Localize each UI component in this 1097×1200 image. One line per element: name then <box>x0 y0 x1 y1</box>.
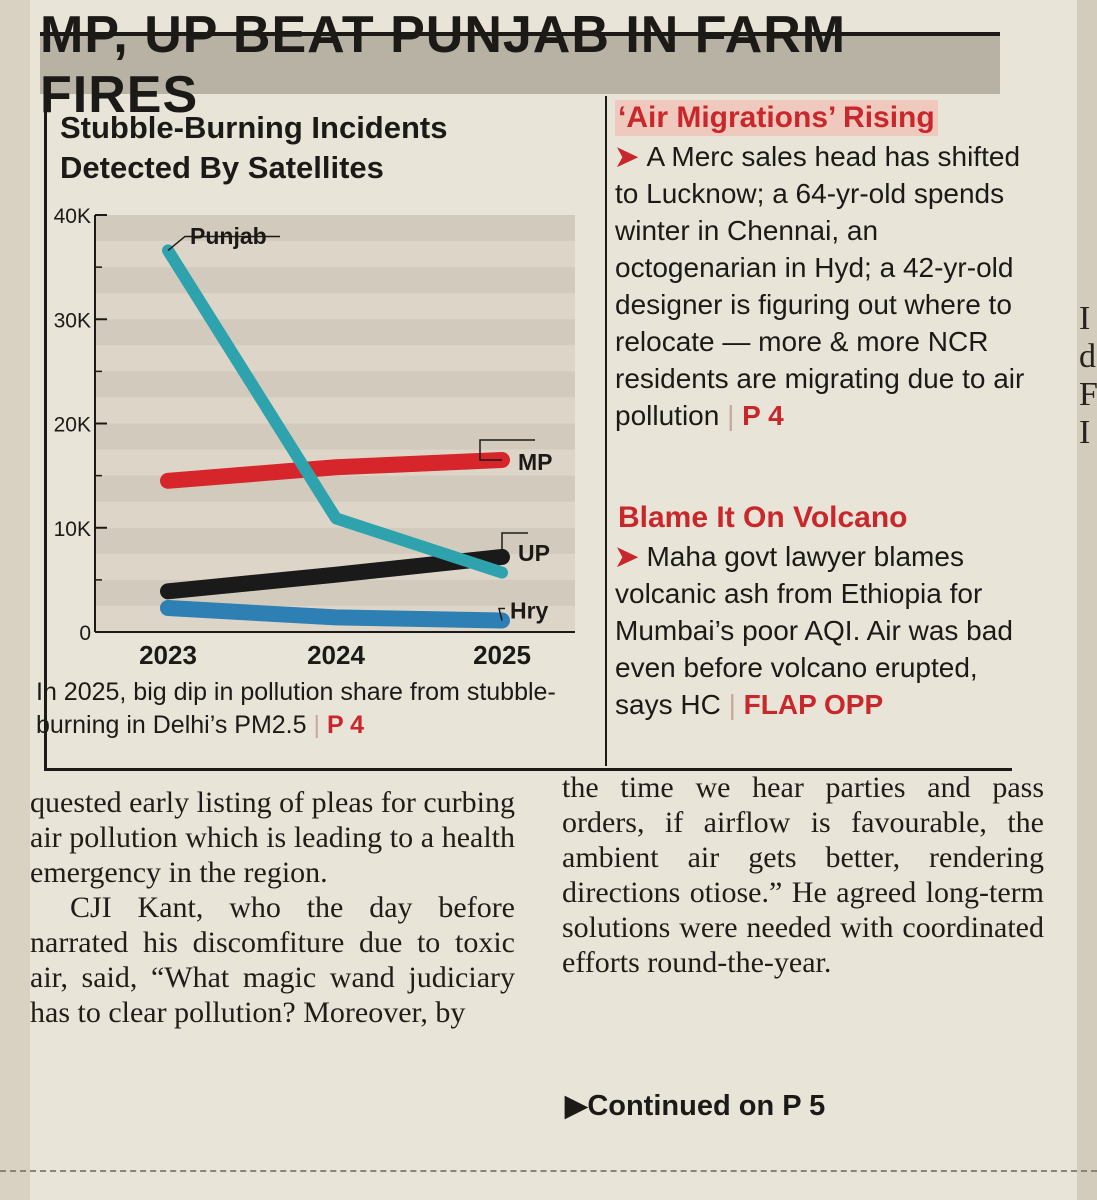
sidebar-body: ➤ Maha govt lawyer blames volcanic ash fr… <box>615 538 1035 723</box>
chart-labels: Punjab MP UP Hry <box>167 223 553 624</box>
series-label: Punjab <box>190 223 267 249</box>
sidebar-story-volcano: Blame It On Volcano ➤ Maha govt lawyer bl… <box>615 500 1035 723</box>
chart-title: Stubble-Burning Incidents Detected By Sa… <box>60 110 448 185</box>
line-chart: 0 10K 20K 30K 40K 2023 2024 2025 Punjab MP UP Hry <box>54 205 575 670</box>
feature-box <box>44 93 1012 771</box>
leader-line <box>498 607 505 621</box>
sidebar-text: A Merc sales head has shifted to Lucknow… <box>615 141 1025 431</box>
separator: | <box>313 711 327 739</box>
y-tick-label: 30K <box>54 309 91 332</box>
chart-grid <box>95 215 575 632</box>
adjacent-column-fragment: I d F I <box>1079 300 1097 452</box>
data-point <box>329 610 343 625</box>
sidebar-heading: ‘Air Migrations’ Rising <box>615 100 938 136</box>
grid-band <box>95 527 575 554</box>
grid-band <box>95 319 575 346</box>
separator: | <box>727 400 743 431</box>
x-tick-label: 2023 <box>139 640 197 670</box>
edge-glyph: I <box>1079 300 1091 337</box>
continued-link[interactable]: ▶Continued on P 5 <box>565 1088 825 1123</box>
grid-band <box>95 423 575 450</box>
arrow-icon: ➤ <box>615 541 639 572</box>
sidebar-text: Maha govt lawyer blames volcanic ash fro… <box>615 541 1013 720</box>
y-tick-label: 20K <box>54 414 91 437</box>
arrow-icon: ➤ <box>615 141 639 172</box>
data-point <box>329 460 343 475</box>
article-paragraph: CJI Kant, who the day before narrated hi… <box>30 891 515 1029</box>
article-paragraph: the time we hear parties and pass orders… <box>562 771 1044 979</box>
column-divider <box>605 96 607 766</box>
sidebar-heading: Blame It On Volcano <box>618 501 908 534</box>
grid-band <box>95 215 575 242</box>
page-edge-left <box>0 0 30 1200</box>
chart-note-text: In 2025, big dip in pollution share from… <box>36 678 556 739</box>
y-tick-label: 40K <box>54 205 91 228</box>
chart-note: In 2025, big dip in pollution share from… <box>36 676 596 742</box>
grid-band <box>95 267 575 294</box>
data-point <box>161 601 175 616</box>
series-label: Hry <box>510 598 549 624</box>
data-point <box>497 567 507 578</box>
x-tick-label: 2025 <box>473 640 531 670</box>
series-label: MP <box>518 449 553 475</box>
chart-axes: 0 10K 20K 30K 40K 2023 2024 2025 <box>54 205 575 670</box>
edge-glyph: d <box>1079 338 1096 375</box>
y-tick-label: 10K <box>54 518 91 541</box>
triangle-icon: ▶ <box>565 1090 588 1122</box>
article-column-1: quested early listing of pleas for curbi… <box>30 785 515 1030</box>
leader-line <box>479 439 535 461</box>
grid-band <box>95 371 575 398</box>
page-fold <box>0 1170 1097 1172</box>
data-point <box>329 567 343 582</box>
leader-line <box>167 235 280 252</box>
data-point <box>161 584 175 599</box>
data-point <box>161 473 175 488</box>
series-label: UP <box>518 540 550 566</box>
continued-text: Continued on P 5 <box>587 1090 826 1122</box>
sidebar-ref[interactable]: P 4 <box>742 400 784 431</box>
leader-line <box>501 532 528 557</box>
edge-glyph: F <box>1079 376 1097 413</box>
sidebar-body: ➤ A Merc sales head has shifted to Luckno… <box>615 138 1035 434</box>
separator: | <box>728 689 744 720</box>
article-paragraph: quested early listing of pleas for curbi… <box>30 786 515 889</box>
headline: MP, UP BEAT PUNJAB IN FARM FIRES <box>40 6 1000 124</box>
page-edge-right <box>1077 0 1097 1200</box>
x-tick-label: 2024 <box>307 640 365 670</box>
edge-glyph: I <box>1079 414 1091 451</box>
data-point <box>331 513 341 524</box>
y-tick-label: 0 <box>79 622 91 645</box>
sidebar-ref[interactable]: FLAP OPP <box>743 689 884 720</box>
chart-note-ref[interactable]: P 4 <box>326 711 365 739</box>
sidebar-story-air-migrations: ‘Air Migrations’ Rising ➤ A Merc sales he… <box>615 100 1035 434</box>
article-column-2: the time we hear parties and pass orders… <box>562 770 1044 980</box>
